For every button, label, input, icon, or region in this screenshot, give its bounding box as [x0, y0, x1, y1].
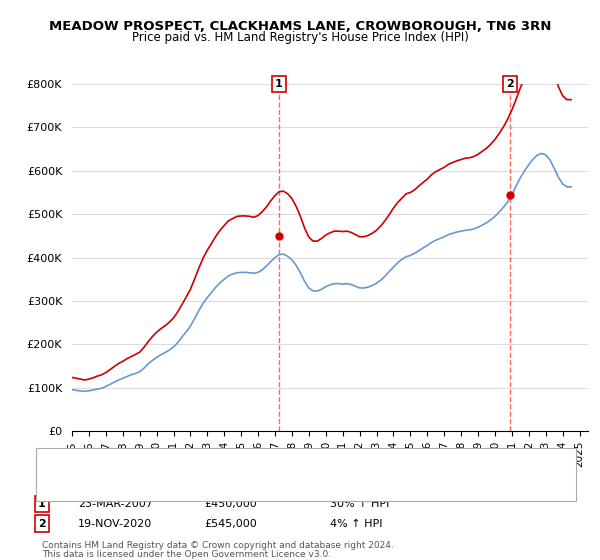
- Text: 30% ↑ HPI: 30% ↑ HPI: [330, 499, 389, 509]
- Text: Price paid vs. HM Land Registry's House Price Index (HPI): Price paid vs. HM Land Registry's House …: [131, 31, 469, 44]
- Text: Contains HM Land Registry data © Crown copyright and database right 2024.: Contains HM Land Registry data © Crown c…: [42, 541, 394, 550]
- Text: 1: 1: [38, 499, 46, 509]
- Text: £450,000: £450,000: [204, 499, 257, 509]
- Text: —: —: [45, 454, 60, 468]
- Text: £545,000: £545,000: [204, 519, 257, 529]
- Text: 2: 2: [506, 79, 514, 89]
- Text: MEADOW PROSPECT, CLACKHAMS LANE, CROWBOROUGH, TN6 3RN (detached house): MEADOW PROSPECT, CLACKHAMS LANE, CROWBOR…: [69, 456, 478, 465]
- Text: MEADOW PROSPECT, CLACKHAMS LANE, CROWBOROUGH, TN6 3RN: MEADOW PROSPECT, CLACKHAMS LANE, CROWBOR…: [49, 20, 551, 32]
- Text: —: —: [45, 478, 60, 493]
- Text: 2: 2: [38, 519, 46, 529]
- Text: 4% ↑ HPI: 4% ↑ HPI: [330, 519, 383, 529]
- Text: 23-MAR-2007: 23-MAR-2007: [78, 499, 153, 509]
- Text: 19-NOV-2020: 19-NOV-2020: [78, 519, 152, 529]
- Text: This data is licensed under the Open Government Licence v3.0.: This data is licensed under the Open Gov…: [42, 550, 331, 559]
- Text: 1: 1: [275, 79, 283, 89]
- Text: HPI: Average price, detached house, Wealden: HPI: Average price, detached house, Weal…: [69, 481, 286, 490]
